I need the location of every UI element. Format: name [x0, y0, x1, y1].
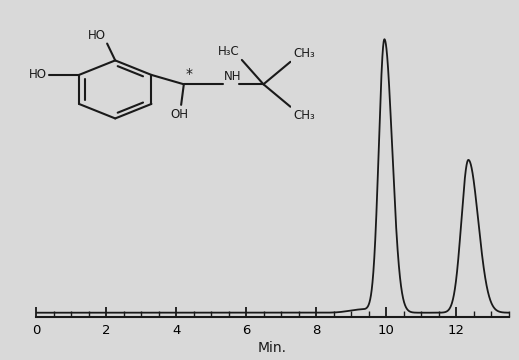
X-axis label: Min.: Min.	[258, 341, 287, 355]
Text: HO: HO	[29, 68, 47, 81]
Text: NH: NH	[224, 70, 242, 83]
Text: OH: OH	[171, 108, 189, 121]
Text: HO: HO	[88, 29, 106, 42]
Text: *: *	[185, 67, 192, 81]
Text: CH₃: CH₃	[293, 47, 315, 60]
Text: CH₃: CH₃	[293, 109, 315, 122]
Text: H₃C: H₃C	[217, 45, 239, 58]
